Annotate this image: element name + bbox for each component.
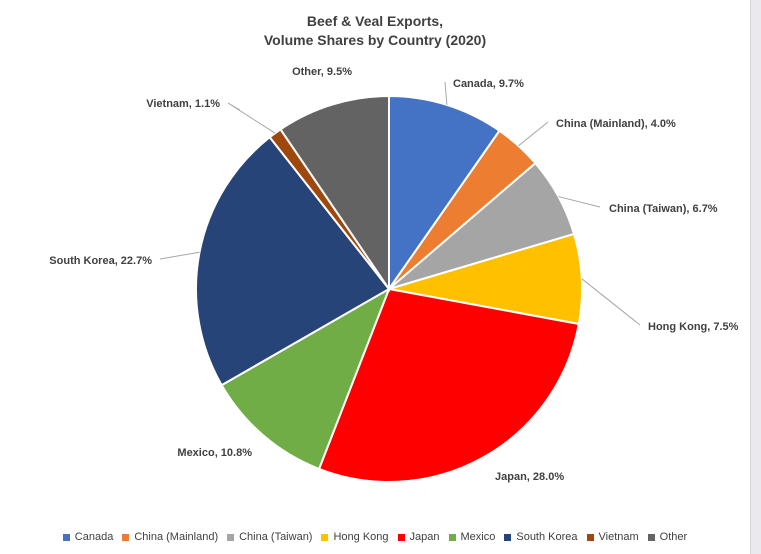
legend-label: Japan: [409, 531, 440, 543]
legend-label: Other: [659, 531, 688, 543]
legend-item: Mexico: [448, 531, 496, 543]
legend-label: Hong Kong: [333, 531, 389, 543]
data-label: Japan, 28.0%: [495, 471, 564, 483]
chart-title: Beef & Veal Exports,: [306, 13, 444, 29]
legend-swatch: [647, 533, 655, 541]
legend-item: China (Mainland): [122, 531, 218, 543]
leader-line: [227, 102, 276, 134]
legend-swatch: [397, 533, 405, 541]
leader-line: [581, 278, 641, 326]
leader-line: [159, 251, 200, 260]
pie-slice-japan: [317, 287, 580, 483]
leader-line: [444, 81, 448, 105]
legend-item: Other: [647, 531, 688, 543]
data-label: Vietnam, 1.1%: [146, 98, 220, 110]
legend-swatch: [586, 533, 594, 541]
legend-label: China (Mainland): [134, 531, 219, 543]
data-label: Hong Kong, 7.5%: [648, 321, 739, 333]
pie-slice-canada: [388, 94, 501, 293]
data-label: Mexico, 10.8%: [177, 447, 252, 459]
legend-swatch: [122, 533, 130, 541]
legend-swatch: [62, 533, 70, 541]
leader-line: [558, 196, 601, 208]
legend-label: China (Taiwan): [239, 531, 313, 543]
legend-label: Vietnam: [598, 531, 639, 543]
legend-item: Vietnam: [586, 531, 639, 543]
legend: Canada China (Mainland) China (Taiwan) Hong…: [0, 531, 750, 543]
legend-item: China (Taiwan): [227, 531, 312, 543]
leader-line: [518, 121, 549, 147]
legend-swatch: [504, 533, 512, 541]
data-labels: Canada, 9.7% China (Mainland), 4.0% China …: [49, 66, 738, 483]
legend-label: Canada: [74, 531, 114, 543]
legend-label: Mexico: [460, 531, 496, 543]
pie-slices: [195, 94, 583, 483]
legend-swatch: [227, 533, 235, 541]
legend-item: Hong Kong: [321, 531, 389, 543]
data-label: China (Mainland), 4.0%: [556, 118, 676, 130]
legend-label: South Korea: [516, 531, 578, 543]
chart-title-block: Beef & Veal Exports, Volume Shares by Co…: [0, 12, 750, 50]
pie-slice-mexico: [220, 286, 391, 471]
pie-slice-other: [279, 94, 390, 293]
legend-swatch: [448, 533, 456, 541]
chart-subtitle: Volume Shares by Country (2020): [263, 32, 487, 48]
legend-item: Canada: [62, 531, 114, 543]
data-label: Canada, 9.7%: [453, 78, 524, 90]
data-label: China (Taiwan), 6.7%: [609, 203, 718, 215]
data-label: Other, 9.5%: [292, 66, 352, 78]
legend-item: Japan: [397, 531, 440, 543]
data-label: South Korea, 22.7%: [49, 255, 152, 267]
legend-swatch: [321, 533, 329, 541]
legend-item: South Korea: [504, 531, 578, 543]
leader-lines: [159, 81, 641, 326]
